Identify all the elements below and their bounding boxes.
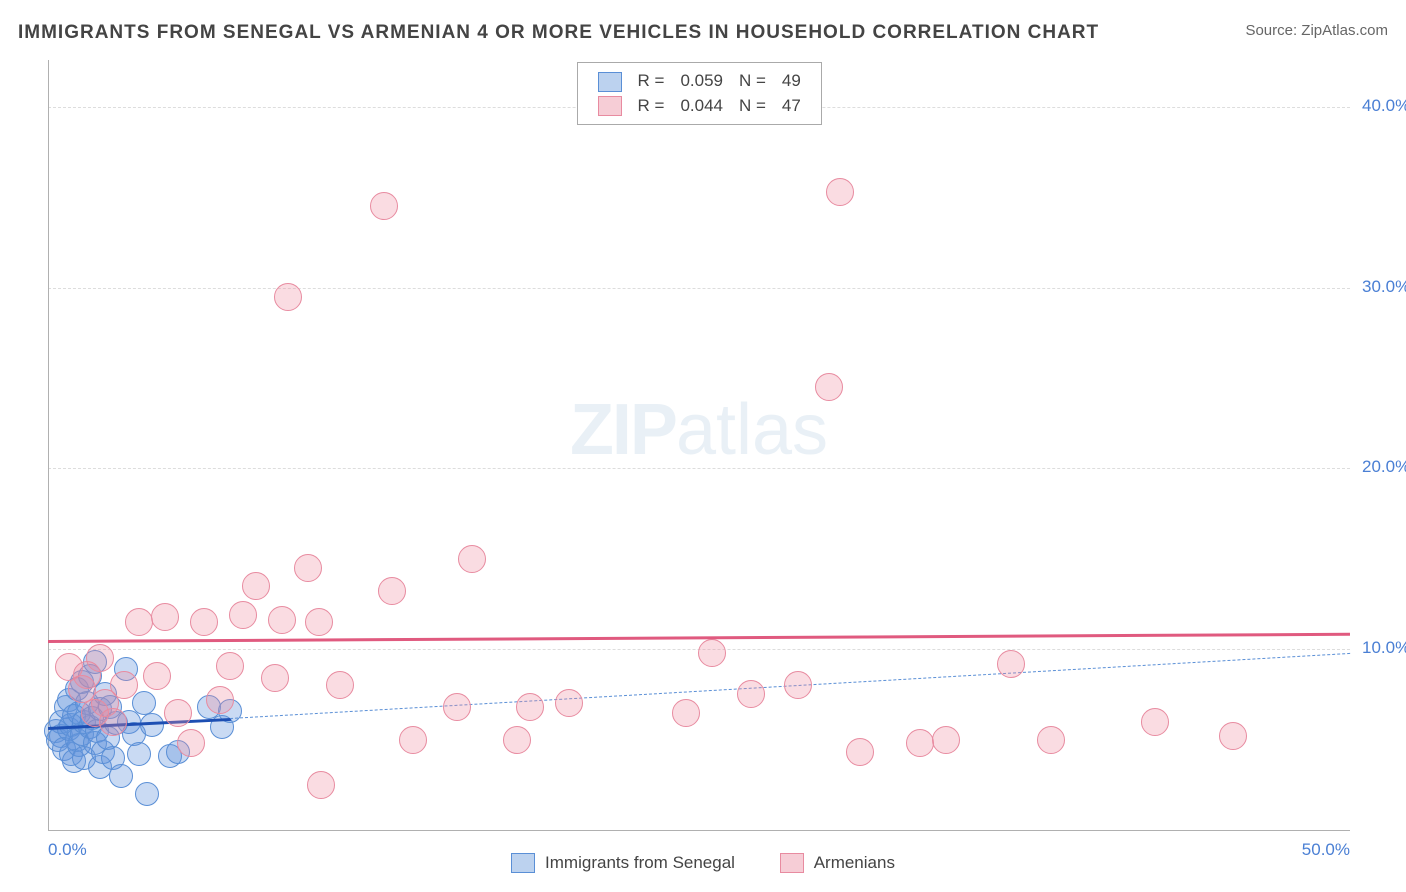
data-point [555,689,583,717]
data-point [307,771,335,799]
legend-N-value: 47 [774,94,809,119]
data-point [826,178,854,206]
data-point [503,726,531,754]
legend-item-armenians: Armenians [780,853,895,873]
data-point [1037,726,1065,754]
gridline [48,288,1350,289]
legend-swatch [598,96,622,116]
legend-N-value: 49 [774,69,809,94]
y-tick-label: 10.0% [1362,638,1406,658]
legend-label-armenians: Armenians [814,853,895,873]
x-tick-label: 50.0% [1302,840,1350,860]
scatter-plot-area: ZIPatlas [48,60,1350,830]
data-point [294,554,322,582]
legend-R-label: R = [630,69,673,94]
data-point [164,699,192,727]
data-point [190,608,218,636]
data-point [274,283,302,311]
data-point [815,373,843,401]
data-point [516,693,544,721]
y-tick-label: 20.0% [1362,457,1406,477]
y-tick-label: 30.0% [1362,277,1406,297]
data-point [1219,722,1247,750]
senegal-swatch [511,853,535,873]
data-point [672,699,700,727]
correlation-legend: R =0.059N =49 R =0.044N =47 [577,62,822,125]
data-point [268,606,296,634]
legend-label-senegal: Immigrants from Senegal [545,853,735,873]
data-point [132,691,156,715]
armenians-swatch [780,853,804,873]
data-point [216,652,244,680]
data-point [370,192,398,220]
data-point [443,693,471,721]
data-point [737,680,765,708]
data-point [784,671,812,699]
data-point [378,577,406,605]
data-point [86,644,114,672]
legend-R-label: R = [630,94,673,119]
data-point [261,664,289,692]
legend-N-label: N = [731,69,774,94]
data-point [135,782,159,806]
watermark-bold: ZIP [570,390,676,470]
chart-title: IMMIGRANTS FROM SENEGAL VS ARMENIAN 4 OR… [18,22,1099,44]
trend-line [48,633,1350,643]
watermark-light: atlas [676,390,828,470]
data-point [110,671,138,699]
legend-R-value: 0.059 [672,69,731,94]
data-point [99,708,127,736]
source-label: Source: ZipAtlas.com [1245,22,1388,39]
data-point [229,601,257,629]
data-point [997,650,1025,678]
legend-N-label: N = [731,94,774,119]
legend-swatch [598,72,622,92]
data-point [698,639,726,667]
data-point [906,729,934,757]
legend-R-value: 0.044 [672,94,731,119]
data-point [125,608,153,636]
legend-item-senegal: Immigrants from Senegal [511,853,735,873]
data-point [127,742,151,766]
data-point [151,603,179,631]
data-point [109,764,133,788]
data-point [1141,708,1169,736]
data-point [932,726,960,754]
gridline [48,468,1350,469]
data-point [399,726,427,754]
data-point [846,738,874,766]
y-axis-line [48,60,49,830]
data-point [206,686,234,714]
x-tick-label: 0.0% [48,840,87,860]
data-point [326,671,354,699]
data-point [242,572,270,600]
data-point [458,545,486,573]
watermark: ZIPatlas [570,389,828,471]
data-point [177,729,205,757]
y-tick-label: 40.0% [1362,96,1406,116]
data-point [305,608,333,636]
data-point [143,662,171,690]
bottom-legend: Immigrants from Senegal Armenians [0,853,1406,878]
x-axis-line [48,830,1350,831]
